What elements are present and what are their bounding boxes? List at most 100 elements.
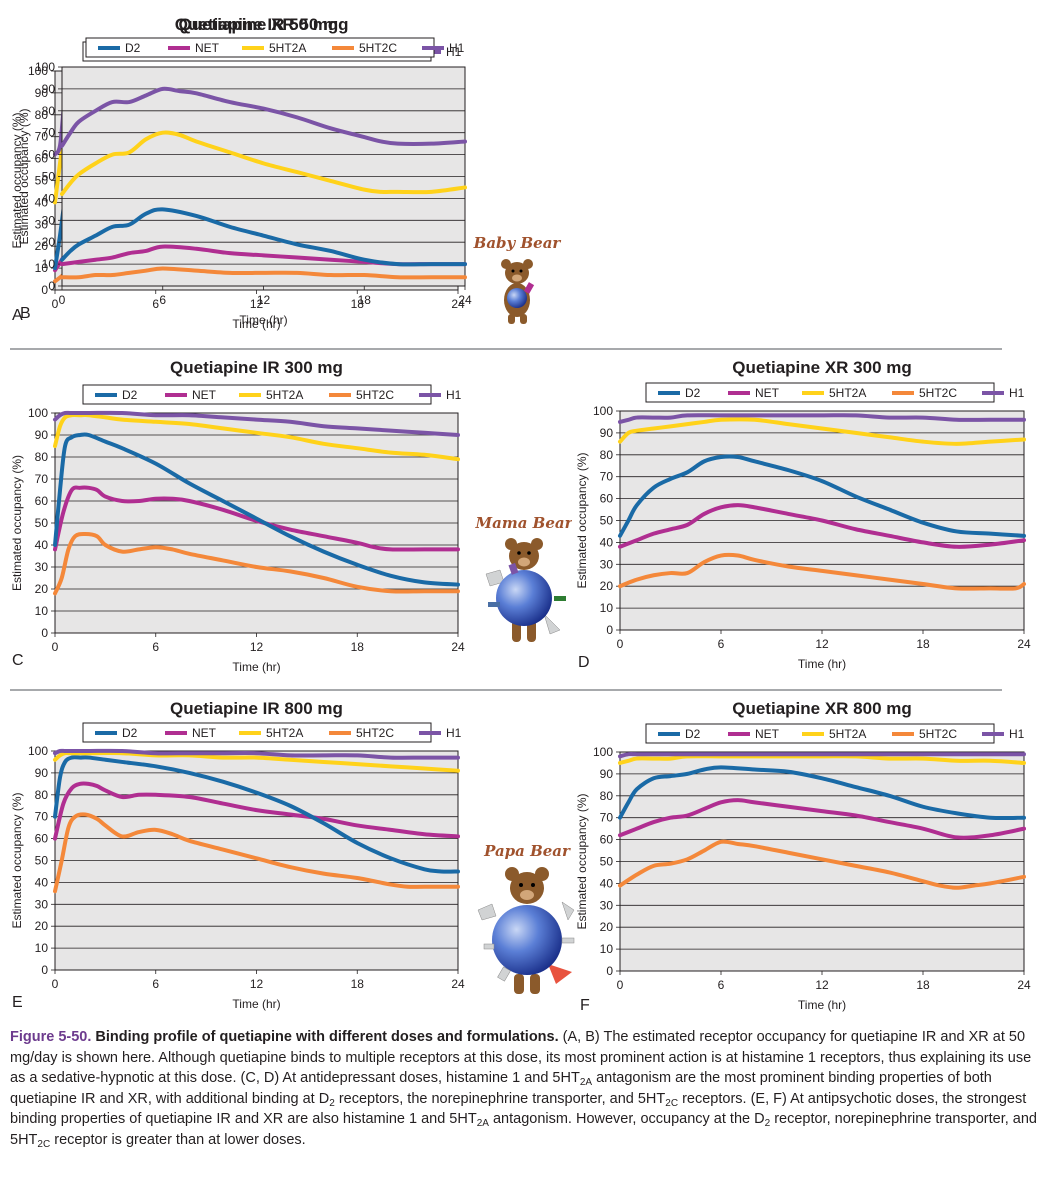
y-tick-label: 20 xyxy=(600,920,614,934)
y-tick-label: 0 xyxy=(606,623,613,637)
y-tick-label: 60 xyxy=(600,833,614,847)
legend-label-5ht2a: 5HT2A xyxy=(829,386,866,400)
y-axis-label: Estimated occupancy (%) xyxy=(10,792,24,928)
x-tick-label: 12 xyxy=(250,977,264,991)
x-tick-label: 18 xyxy=(351,977,365,991)
x-axis-label: Time (hr) xyxy=(798,657,846,671)
divider-bottom xyxy=(10,689,1002,691)
papa-bear-illustration: Papa Bear xyxy=(477,842,575,994)
y-tick-label: 70 xyxy=(35,810,49,824)
y-tick-label: 60 xyxy=(35,494,49,508)
y-tick-label: 10 xyxy=(600,601,614,615)
series-line-h1 xyxy=(618,752,1026,759)
bear-icon xyxy=(505,867,549,994)
baby-bear-illustration: Baby Bear xyxy=(473,234,562,324)
y-tick-label: 50 xyxy=(600,514,614,528)
x-tick-label: 12 xyxy=(257,293,271,307)
figure-label: Figure 5-50. xyxy=(10,1029,92,1045)
y-tick-label: 40 xyxy=(600,876,614,890)
caption-subscript: 2 xyxy=(329,1097,335,1109)
receptor-ball-icon xyxy=(496,570,552,626)
panel-letter: B xyxy=(20,305,31,322)
figure-title: Binding profile of quetiapine with diffe… xyxy=(95,1029,559,1045)
divider-top xyxy=(10,348,1002,350)
series-line-h1 xyxy=(53,410,460,437)
series-line-net xyxy=(53,781,460,841)
x-tick-label: 18 xyxy=(351,297,365,311)
legend: D2 NET 5HT2A 5HT2C H1 xyxy=(645,723,1025,744)
legend-label-net: NET xyxy=(192,726,217,740)
series-line-d2 xyxy=(53,432,460,587)
legend-label-d2: D2 xyxy=(685,386,701,400)
receptor-ball-icon xyxy=(492,905,562,975)
x-tick-label: 24 xyxy=(458,293,472,307)
series-line-net xyxy=(618,503,1026,549)
y-tick-label: 30 xyxy=(35,897,49,911)
legend-label-5ht2a: 5HT2A xyxy=(829,727,866,741)
caption-text: receptors, the norepinephrine transporte… xyxy=(338,1090,666,1107)
chart-panel-b: Quetiapine XR 50 mg D2 NET 5HT2A 5HT2C H1 0 10 2… xyxy=(0,0,480,330)
y-tick-label: 50 xyxy=(35,854,49,868)
x-tick-label: 0 xyxy=(52,977,59,991)
y-tick-label: 90 xyxy=(42,82,56,96)
legend: D2 NET 5HT2A 5HT2C H1 xyxy=(645,382,1025,403)
legend-label-d2: D2 xyxy=(125,41,141,55)
legend-label-5ht2a: 5HT2A xyxy=(269,41,306,55)
x-tick-label: 24 xyxy=(451,977,465,991)
x-tick-label: 18 xyxy=(351,640,365,654)
y-tick-label: 80 xyxy=(35,450,49,464)
legend-label-5ht2a: 5HT2A xyxy=(266,726,303,740)
x-axis-label: Time (hr) xyxy=(239,313,287,327)
y-tick-label: 0 xyxy=(606,964,613,978)
series-line-5ht2a xyxy=(53,413,460,462)
legend: D2 NET 5HT2A 5HT2C H1 xyxy=(85,37,465,58)
legend-label-h1: H1 xyxy=(1009,386,1025,400)
chart-svg: Quetiapine XR 300 mg D2 NET 5HT2A 5HT2C H1 0 10… xyxy=(575,358,1031,671)
y-tick-label: 10 xyxy=(42,257,56,271)
y-tick-label: 100 xyxy=(593,745,613,759)
y-axis-label: Estimated occupancy (%) xyxy=(575,793,589,929)
y-axis-label: Estimated occupancy (%) xyxy=(17,108,31,244)
caption-text: antagonism are the most prominent bindin… xyxy=(10,1070,992,1107)
legend: D2 NET 5HT2A 5HT2C H1 xyxy=(82,384,462,405)
series-line-net xyxy=(53,485,460,552)
series-line-net xyxy=(618,798,1026,840)
caption-subscript: 2C xyxy=(37,1138,51,1150)
y-tick-label: 20 xyxy=(35,582,49,596)
papa-bear-label: Papa Bear xyxy=(483,842,571,860)
series-line-d2 xyxy=(53,755,460,874)
x-tick-label: 6 xyxy=(159,293,166,307)
mama-bear-label: Mama Bear xyxy=(475,514,572,532)
chart-title: Quetiapine XR 800 mg xyxy=(732,699,912,718)
x-tick-label: 12 xyxy=(250,297,264,311)
y-tick-label: 10 xyxy=(35,604,49,618)
series-line-5ht2a xyxy=(618,417,1026,446)
mama-bear-illustration: Mama Bear xyxy=(475,514,572,642)
y-tick-label: 20 xyxy=(35,239,49,253)
legend: D2 NET 5HT2A 5HT2C H1 xyxy=(82,722,462,743)
y-tick-label: 0 xyxy=(41,963,48,977)
receptor-ball-icon xyxy=(507,288,527,308)
y-tick-label: 90 xyxy=(35,766,49,780)
panel-letter: C xyxy=(12,652,24,669)
y-tick-label: 30 xyxy=(35,560,49,574)
chart-svg: Quetiapine IR 300 mg D2 NET 5HT2A 5HT2C H1 0 10… xyxy=(10,358,465,674)
chart-panel-c: Quetiapine IR 300 mg D2 NET 5HT2A 5HT2C H1 0 10… xyxy=(0,345,470,675)
chart-panel-f: Quetiapine XR 800 mg D2 NET 5HT2A 5HT2C H1 0 10… xyxy=(560,690,1040,1020)
legend-label-d2: D2 xyxy=(122,388,138,402)
caption-text: (A, B) The estimated receptor occupancy … xyxy=(10,1029,1032,1086)
y-tick-label: 30 xyxy=(600,898,614,912)
baby-bear-label: Baby Bear xyxy=(473,234,562,252)
legend-label-5ht2c: 5HT2C xyxy=(356,726,394,740)
x-tick-label: 0 xyxy=(52,640,59,654)
x-tick-label: 6 xyxy=(718,637,725,651)
legend-label-h1: H1 xyxy=(446,45,462,59)
series-line-5ht2a xyxy=(60,130,467,197)
series-line-d2 xyxy=(618,765,1026,821)
y-tick-label: 50 xyxy=(600,855,614,869)
y-tick-label: 10 xyxy=(35,941,49,955)
x-tick-label: 18 xyxy=(916,978,930,992)
legend-label-h1: H1 xyxy=(1009,727,1025,741)
x-tick-label: 0 xyxy=(617,637,624,651)
caption-text: receptor, norepinephrine transporter, an… xyxy=(10,1111,1037,1148)
